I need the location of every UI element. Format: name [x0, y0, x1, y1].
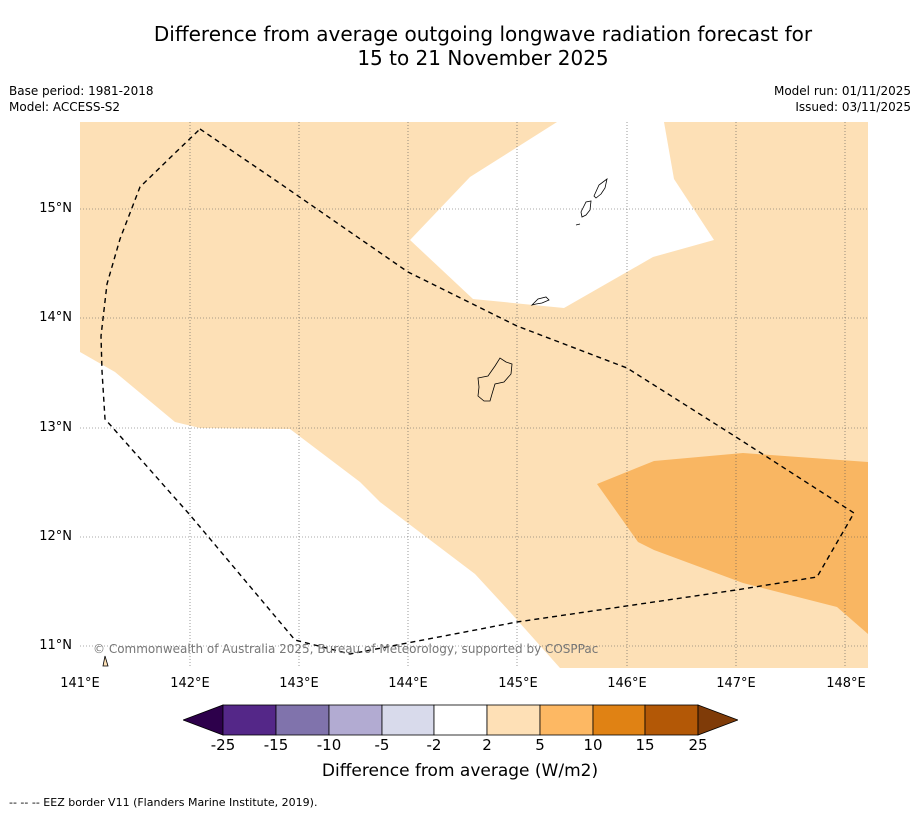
southwest-islet — [102, 655, 109, 667]
anomaly-5-10-region — [597, 453, 868, 634]
neutral-region-southwest — [80, 352, 560, 668]
colorbar-tick: 15 — [635, 736, 655, 754]
map-copyright: © Commonwealth of Australia 2025, Bureau… — [93, 642, 598, 656]
colorbar-extend-low — [183, 704, 224, 736]
map-svg: © Commonwealth of Australia 2025, Bureau… — [80, 122, 868, 668]
meta-left: Base period: 1981-2018 Model: ACCESS-S2 — [9, 83, 154, 115]
colorbar-tick: 25 — [688, 736, 708, 754]
lon-label-141e: 141°E — [60, 676, 100, 691]
colorbar-swatch-15-25 — [644, 704, 699, 736]
colorbar-tick: -10 — [316, 736, 342, 754]
islands — [102, 178, 608, 667]
lat-label-11n: 11°N — [39, 638, 72, 653]
colorbar-swatch--25--15 — [222, 704, 277, 736]
rota-island — [530, 296, 550, 306]
title-line-1: Difference from average outgoing longwav… — [153, 22, 813, 46]
aguijan-islet — [575, 223, 581, 226]
guam-island — [477, 357, 513, 402]
colorbar-tick: 10 — [583, 736, 603, 754]
base-period: Base period: 1981-2018 — [9, 84, 154, 98]
chart-title: Difference from average outgoing longwav… — [0, 22, 919, 70]
colorbar-swatch-10-15 — [592, 704, 646, 736]
tinian-island — [580, 200, 592, 218]
lon-label-148e: 148°E — [826, 676, 866, 691]
lon-label-145e: 145°E — [498, 676, 538, 691]
colorbar — [183, 704, 738, 736]
issued-date: Issued: 03/11/2025 — [795, 100, 911, 114]
lat-label-12n: 12°N — [39, 529, 72, 544]
colorbar-tick: -15 — [263, 736, 289, 754]
model-name: Model: ACCESS-S2 — [9, 100, 121, 114]
meta-right: Model run: 01/11/2025 Issued: 03/11/2025 — [774, 83, 911, 115]
map-panel: © Commonwealth of Australia 2025, Bureau… — [80, 122, 868, 668]
saipan-island — [593, 178, 608, 199]
colorbar-tick: 2 — [482, 736, 492, 754]
colorbar-swatch-5-10 — [539, 704, 594, 736]
lon-label-146e: 146°E — [607, 676, 647, 691]
colorbar-swatch-2-5 — [486, 704, 541, 736]
model-run: Model run: 01/11/2025 — [773, 84, 911, 98]
colorbar-tick: 5 — [535, 736, 545, 754]
colorbar-swatch--2-2 — [433, 704, 488, 736]
title-line-2: 15 to 21 November 2025 — [357, 46, 609, 70]
colorbar-tick: -2 — [426, 736, 442, 754]
colorbar-swatch--5--2 — [381, 704, 435, 736]
lat-label-13n: 13°N — [39, 420, 72, 435]
lat-label-15n: 15°N — [39, 201, 72, 216]
lat-label-14n: 14°N — [39, 310, 72, 325]
colorbar-tick: -25 — [210, 736, 236, 754]
colorbar-extend-high — [697, 704, 738, 736]
footnote: -- -- -- EEZ border V11 (Flanders Marine… — [9, 796, 318, 809]
lon-label-142e: 142°E — [170, 676, 210, 691]
lon-label-147e: 147°E — [716, 676, 756, 691]
colorbar-swatch--10--5 — [328, 704, 383, 736]
colorbar-swatch--15--10 — [275, 704, 330, 736]
neutral-region-north — [410, 122, 714, 308]
colorbar-tick: -5 — [374, 736, 390, 754]
lon-label-143e: 143°E — [279, 676, 319, 691]
gridlines — [80, 122, 868, 668]
lon-label-144e: 144°E — [388, 676, 428, 691]
colorbar-label: Difference from average (W/m2) — [321, 761, 599, 781]
eez-border — [100, 128, 855, 655]
